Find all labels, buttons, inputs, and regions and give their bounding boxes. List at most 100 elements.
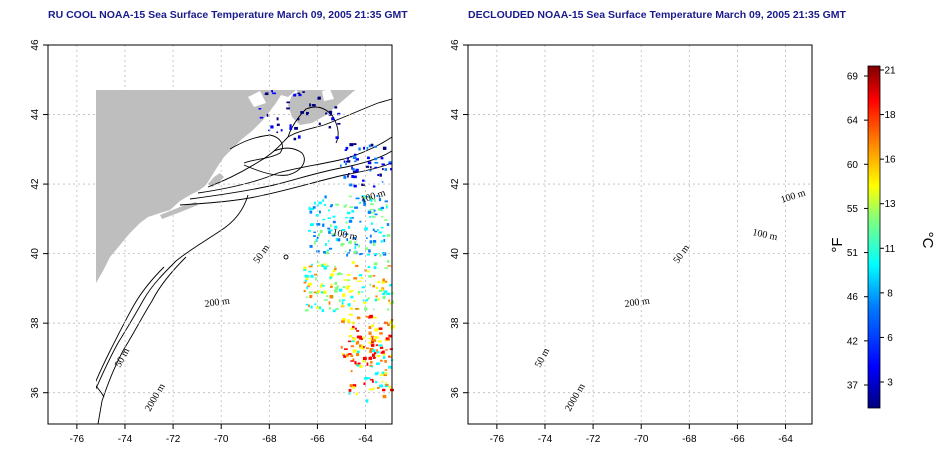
sst-pixel bbox=[369, 349, 372, 353]
sst-pixel bbox=[337, 122, 341, 125]
sst-pixel bbox=[341, 228, 346, 231]
sst-pixel bbox=[311, 263, 313, 266]
sst-pixel bbox=[381, 371, 385, 375]
sst-pixel bbox=[355, 158, 359, 161]
sst-pixel bbox=[386, 323, 390, 327]
sst-pixel bbox=[385, 349, 388, 351]
sst-pixel bbox=[297, 92, 301, 95]
sst-pixel bbox=[385, 382, 388, 384]
sst-pixel bbox=[334, 281, 338, 285]
right-contour-label-2000: 2000 m bbox=[563, 382, 588, 414]
sst-pixel bbox=[390, 168, 393, 171]
right-lon-label-3: -70 bbox=[634, 434, 649, 445]
sst-pixel bbox=[365, 316, 369, 318]
sst-pixel bbox=[334, 267, 337, 271]
right-lon-label-5: -66 bbox=[730, 434, 745, 445]
sst-pixel bbox=[383, 356, 386, 359]
left-contour-label-200: 200 m bbox=[204, 296, 231, 310]
sst-pixel bbox=[344, 250, 347, 253]
sst-pixel bbox=[376, 351, 380, 354]
sst-pixel bbox=[374, 157, 378, 161]
sst-pixel bbox=[329, 295, 334, 299]
sst-pixel bbox=[330, 204, 334, 207]
sst-pixel bbox=[358, 253, 363, 255]
sst-pixel bbox=[264, 93, 267, 95]
sst-pixel bbox=[345, 146, 349, 150]
sst-pixel bbox=[341, 299, 346, 302]
sst-pixel bbox=[374, 213, 378, 216]
sst-pixel bbox=[349, 249, 351, 252]
sst-pixel bbox=[350, 289, 354, 292]
sst-pixel bbox=[328, 301, 331, 305]
sst-pixel bbox=[350, 340, 355, 343]
sst-pixel bbox=[388, 386, 392, 389]
sst-pixel bbox=[349, 217, 352, 220]
sst-pixel bbox=[315, 238, 318, 243]
sst-pixel bbox=[352, 386, 356, 389]
sst-pixel bbox=[271, 90, 273, 93]
sst-pixel bbox=[374, 380, 378, 384]
sst-pixel bbox=[369, 283, 372, 286]
sst-pixel bbox=[308, 304, 310, 308]
sst-pixel bbox=[358, 274, 363, 277]
fahrenheit-unit-label: °F bbox=[829, 237, 846, 252]
sst-pixel bbox=[370, 360, 373, 364]
left-lon-label-1: -74 bbox=[118, 434, 133, 445]
sst-pixel bbox=[364, 376, 368, 380]
sst-pixel bbox=[286, 107, 290, 110]
sst-pixel bbox=[368, 315, 371, 319]
sst-pixel bbox=[380, 206, 385, 210]
sst-pixel bbox=[323, 299, 328, 301]
sst-pixel bbox=[361, 183, 365, 186]
sst-pixel bbox=[372, 243, 376, 246]
sst-pixel bbox=[304, 274, 308, 278]
sst-pixel bbox=[305, 303, 309, 306]
sst-pixel bbox=[317, 96, 321, 100]
sst-pixel bbox=[347, 319, 351, 323]
sst-pixel bbox=[300, 111, 305, 114]
sst-pixel bbox=[320, 291, 325, 294]
sst-pixel bbox=[337, 238, 341, 242]
sst-pixel bbox=[382, 146, 387, 150]
sst-pixel bbox=[376, 362, 380, 365]
sst-pixel bbox=[373, 266, 377, 270]
sst-pixel bbox=[367, 161, 372, 165]
sst-pixel bbox=[376, 349, 378, 352]
sst-pixel bbox=[362, 180, 365, 182]
sst-pixel bbox=[381, 288, 384, 291]
sst-pixel bbox=[346, 160, 351, 163]
sst-pixel bbox=[335, 136, 339, 140]
sst-pixel bbox=[388, 162, 393, 165]
sst-pixel bbox=[377, 336, 380, 339]
sst-pixel bbox=[364, 227, 368, 231]
sst-pixel bbox=[356, 316, 361, 320]
sst-pixel bbox=[366, 377, 371, 380]
sst-pixel bbox=[369, 234, 372, 238]
sst-pixel bbox=[368, 196, 372, 199]
colorbar-c-label-6: 6 bbox=[887, 333, 893, 344]
sst-pixel bbox=[368, 341, 372, 344]
sst-pixel bbox=[314, 201, 316, 205]
right-contour-label-200: 200 m bbox=[624, 296, 651, 310]
sst-pixel bbox=[376, 195, 379, 197]
sst-pixel bbox=[289, 124, 292, 128]
sst-pixel bbox=[385, 205, 388, 209]
sst-pixel bbox=[351, 216, 354, 219]
sst-pixel bbox=[327, 240, 330, 243]
sst-pixel bbox=[374, 253, 378, 255]
sst-pixel bbox=[351, 209, 355, 213]
sst-pixel bbox=[374, 328, 379, 332]
sst-pixel bbox=[258, 107, 262, 110]
sst-pixel bbox=[369, 166, 372, 169]
sst-pixel bbox=[377, 298, 380, 301]
sst-pixel bbox=[307, 284, 310, 288]
sst-pixel bbox=[328, 126, 332, 129]
left-lat-label-1: 38 bbox=[30, 317, 41, 329]
sst-pixel bbox=[361, 198, 366, 202]
sst-pixel bbox=[348, 290, 352, 293]
right-lat-label-1: 38 bbox=[450, 317, 461, 329]
sst-pixel bbox=[330, 273, 334, 277]
sst-pixel bbox=[370, 365, 373, 368]
left-lat-label-0: 36 bbox=[30, 387, 41, 399]
colorbar-c-label-7: 3 bbox=[887, 378, 893, 389]
